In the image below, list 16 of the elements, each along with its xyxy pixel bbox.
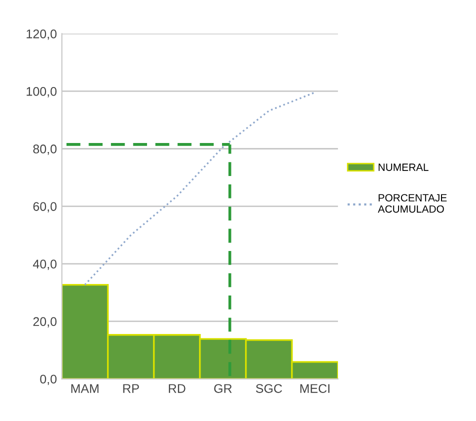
y-tick-label: 80,0	[33, 144, 57, 155]
y-tick-label: 100,0	[26, 87, 57, 98]
x-tick-label: MECI	[300, 384, 330, 393]
y-tick-label: 20,0	[33, 317, 57, 328]
x-tick-label: GR	[214, 384, 232, 393]
y-tick-label: 60,0	[33, 202, 57, 212]
line-series	[84, 92, 316, 286]
x-tick-label: RP	[123, 384, 139, 393]
legend-label: NUMERAL	[378, 164, 428, 171]
x-tick-label: SGC	[256, 384, 282, 393]
x-tick-label: RD	[168, 384, 186, 393]
y-tick-label: 120,0	[26, 29, 57, 40]
y-tick-label: 40,0	[32, 260, 57, 270]
x-tick-label: MAM	[71, 384, 98, 393]
y-tick-label: 0,0	[40, 374, 57, 386]
legend-label: PORCENTAJE ACUMULADO	[378, 194, 447, 213]
